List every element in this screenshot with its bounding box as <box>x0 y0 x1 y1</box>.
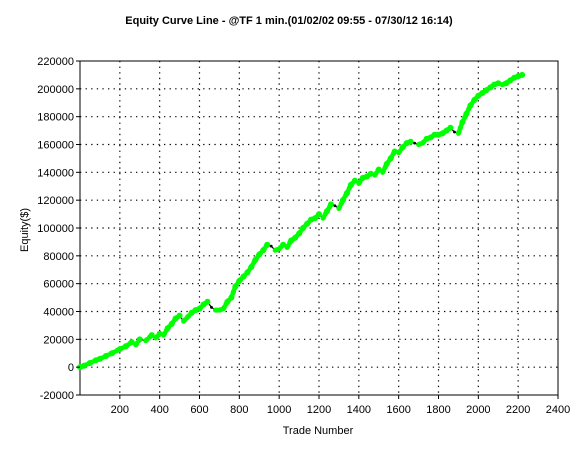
y-tick-label: 140000 <box>37 167 74 179</box>
x-tick-label: 2400 <box>546 404 570 416</box>
x-tick-label: 1000 <box>267 404 291 416</box>
y-tick-label: 220000 <box>37 56 74 68</box>
y-tick-label: 80000 <box>43 251 74 263</box>
x-tick-label: 200 <box>111 404 129 416</box>
rising-segment <box>200 299 210 308</box>
rising-segment <box>372 167 382 178</box>
grid-lines <box>80 61 558 395</box>
y-tick-label: 40000 <box>43 307 74 319</box>
rising-segment <box>324 201 334 214</box>
rising-segment <box>443 125 453 134</box>
drawdown-point <box>210 305 213 309</box>
y-tick-label: 100000 <box>37 223 74 235</box>
y-tick-label: -20000 <box>40 390 74 402</box>
drawdown-point <box>453 130 456 134</box>
rising-segment <box>143 332 155 344</box>
rising-segment <box>173 313 183 321</box>
y-tick-label: 200000 <box>37 84 74 96</box>
y-axis-label: Equity($) <box>19 208 31 252</box>
y-tick-label: 60000 <box>43 279 74 291</box>
drawdown-point <box>413 141 416 145</box>
rising-segment <box>276 242 286 252</box>
x-axis-label: Trade Number <box>283 425 354 437</box>
x-axis-ticks: 200 400 600 800 1000 1200 1400 1600 1800 2000 2200… <box>111 395 570 416</box>
rising-segment <box>153 331 163 341</box>
x-tick-label: 800 <box>230 404 248 416</box>
plot-area <box>77 60 559 396</box>
rising-segment <box>348 178 358 188</box>
y-tick-label: 180000 <box>37 112 74 124</box>
plot-frame <box>79 60 559 396</box>
y-tick-label: 20000 <box>43 334 74 346</box>
rising-segment <box>133 336 143 348</box>
y-tick-label: 0 <box>68 362 74 374</box>
rising-segment <box>260 242 270 253</box>
y-axis-ticks: -20000 0 20000 40000 60000 80000 100000 120000 1… <box>37 56 80 402</box>
x-tick-label: 1400 <box>347 404 371 416</box>
x-tick-label: 1200 <box>307 404 331 416</box>
x-tick-label: 1800 <box>426 404 450 416</box>
rising-segment <box>404 139 414 146</box>
y-tick-label: 160000 <box>37 140 74 152</box>
x-tick-label: 600 <box>190 404 208 416</box>
rising-segment <box>491 80 501 88</box>
rising-segment <box>364 171 374 180</box>
x-tick-label: 400 <box>150 404 168 416</box>
x-tick-label: 2000 <box>466 404 490 416</box>
equity-series <box>77 71 526 371</box>
rising-segment <box>388 148 398 161</box>
y-tick-label: 120000 <box>37 195 74 207</box>
chart-title: Equity Curve Line - @TF 1 min.(01/02/02 … <box>125 15 453 27</box>
drawdown-point <box>333 204 337 208</box>
drawdown-point <box>269 244 273 248</box>
rising-segment <box>312 211 322 221</box>
rising-segment <box>123 339 135 349</box>
x-tick-label: 2200 <box>506 404 530 416</box>
rising-segment <box>515 72 525 79</box>
x-tick-label: 1600 <box>386 404 410 416</box>
